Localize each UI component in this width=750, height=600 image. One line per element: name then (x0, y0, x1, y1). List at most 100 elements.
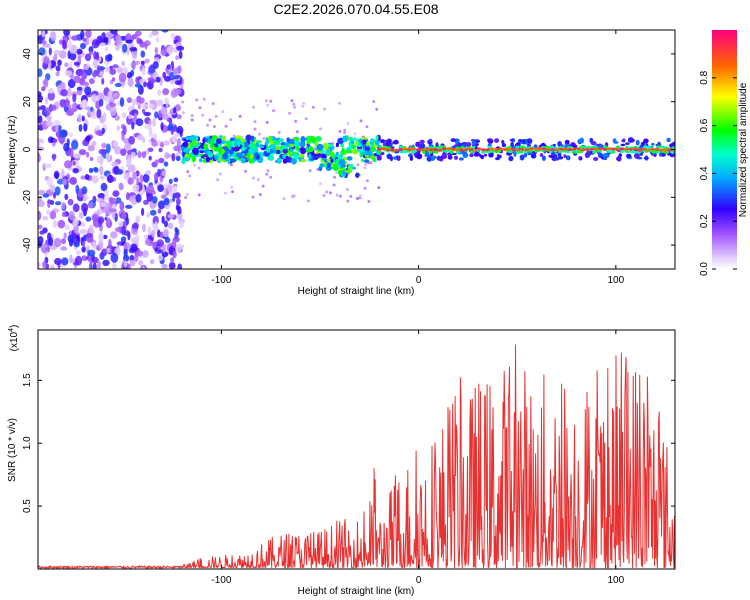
heatmap-cell (272, 149, 278, 153)
heatmap-cell (455, 148, 460, 152)
heatmap-cell (288, 151, 293, 156)
heatmap-cell (363, 159, 370, 163)
heatmap-cell (111, 161, 119, 167)
heatmap-cell (81, 255, 88, 262)
heatmap-cell (173, 177, 179, 183)
heatmap-cell (143, 111, 151, 117)
spectrogram-ytick-label: 40 (22, 48, 33, 60)
heatmap-cell (350, 139, 355, 145)
heatmap-cell (97, 92, 105, 102)
snr-xlabel: Height of straight line (km) (298, 586, 415, 597)
heatmap-cell (248, 147, 256, 154)
heatmap-cell (91, 213, 99, 222)
heatmap-cell (147, 147, 154, 153)
heatmap-cell (290, 157, 297, 165)
heatmap-cell (84, 245, 91, 250)
heatmap-cell (40, 244, 48, 248)
heatmap-cell (45, 263, 50, 269)
heatmap-cell (231, 190, 235, 194)
snr-xtick-label: -100 (211, 575, 231, 586)
heatmap-cell (146, 192, 154, 202)
heatmap-cell (54, 257, 62, 266)
heatmap-cell (335, 193, 339, 197)
snr-scale-exponent: 4 (8, 328, 15, 332)
heatmap-cell (275, 140, 280, 145)
snr-panel: -100 0 100 0.5 1.0 1.5 Height of straight lin… (7, 325, 676, 597)
heatmap-cell (329, 191, 332, 195)
snr-scale-close: ) (9, 325, 20, 328)
heatmap-cell (620, 143, 626, 147)
heatmap-cell (170, 257, 175, 264)
heatmap-cell (141, 108, 146, 114)
heatmap-cell (341, 170, 346, 177)
heatmap-cell (326, 162, 331, 168)
heatmap-cell (168, 178, 173, 184)
heatmap-cell (67, 78, 76, 89)
heatmap-cell (301, 104, 305, 108)
heatmap-cell (173, 67, 179, 76)
heatmap-cell (288, 143, 295, 148)
heatmap-cell (69, 254, 73, 264)
heatmap-cell (202, 97, 206, 101)
heatmap-cell (428, 138, 433, 142)
heatmap-cell (292, 137, 300, 141)
heatmap-cell (92, 241, 97, 250)
heatmap-cell (153, 133, 157, 141)
heatmap-cell (323, 107, 326, 111)
heatmap-cell (99, 175, 105, 180)
heatmap-cell (541, 155, 546, 161)
heatmap-cell (148, 32, 153, 38)
colorbar: 0.0 0.2 0.4 0.6 0.8 Normalized spectral ampl… (699, 30, 749, 276)
heatmap-cell (527, 143, 531, 147)
heatmap-cell (402, 150, 407, 154)
heatmap-cell (137, 150, 142, 159)
heatmap-cell (487, 138, 494, 144)
heatmap-cell (123, 260, 128, 268)
heatmap-cell (91, 113, 99, 120)
heatmap-cell (134, 60, 141, 65)
heatmap-cell (251, 135, 255, 143)
heatmap-cell (144, 238, 151, 246)
heatmap-cell (135, 215, 141, 224)
heatmap-cell (65, 98, 70, 108)
heatmap-cell (73, 225, 79, 234)
heatmap-cell (463, 148, 469, 152)
spectrogram-xlabel: Height of straight line (km) (298, 286, 415, 297)
heatmap-cell (38, 111, 41, 117)
heatmap-cell (375, 135, 379, 141)
heatmap-cell (48, 47, 52, 56)
heatmap-cell (141, 103, 149, 108)
heatmap-cell (149, 79, 156, 84)
heatmap-cell (114, 82, 122, 88)
heatmap-cell (202, 154, 209, 158)
heatmap-cell (502, 148, 508, 151)
heatmap-cell (162, 140, 170, 146)
heatmap-cell (537, 147, 542, 151)
heatmap-cell (253, 120, 257, 124)
heatmap-cell (602, 148, 607, 151)
heatmap-cell (567, 148, 573, 152)
heatmap-cell (539, 153, 544, 157)
heatmap-cell (244, 169, 248, 173)
heatmap-cell (143, 234, 149, 239)
heatmap-cell (244, 141, 249, 148)
heatmap-cell (64, 70, 73, 77)
heatmap-cell (49, 184, 56, 192)
heatmap-cell (266, 169, 270, 173)
heatmap-cell (258, 132, 261, 136)
heatmap-cell (221, 148, 225, 154)
colorbar-tick-label: 0.2 (699, 214, 710, 228)
heatmap-cell (335, 142, 339, 148)
heatmap-cell (122, 125, 127, 135)
heatmap-cell (214, 142, 219, 148)
heatmap-cell (76, 86, 83, 91)
heatmap-cell (138, 97, 145, 104)
heatmap-cell (96, 65, 101, 75)
heatmap-cell (208, 138, 212, 143)
heatmap-cell (511, 148, 516, 152)
heatmap-cell (168, 262, 176, 269)
heatmap-cell (598, 144, 603, 148)
heatmap-cell (337, 164, 341, 169)
heatmap-cell (192, 147, 199, 155)
heatmap-cell (91, 256, 99, 264)
